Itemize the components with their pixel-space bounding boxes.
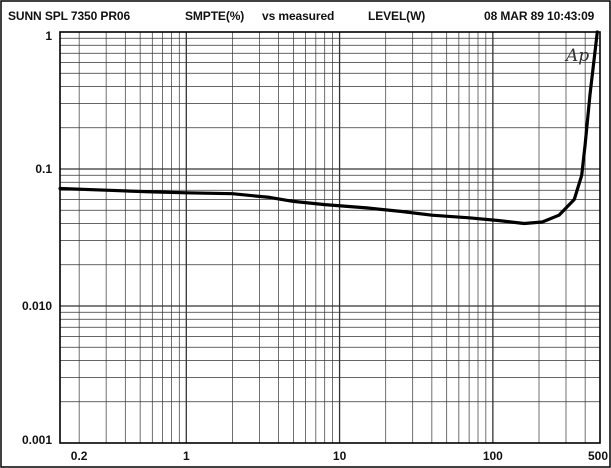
chart-header: SUNN SPL 7350 PR06 SMPTE(%) vs measured … (0, 0, 611, 30)
x-tick-label: 100 (483, 449, 503, 463)
y-tick-label: 0.010 (22, 299, 52, 313)
x-tick-label: 1 (183, 449, 190, 463)
y-tick-label: 0.001 (22, 433, 52, 447)
curve-layer (58, 30, 599, 226)
y-tick-label: 0.1 (35, 162, 52, 176)
timestamp: 08 MAR 89 10:43:09 (484, 9, 595, 23)
x-tick-label: 0.2 (71, 449, 88, 463)
tick-labels: 0.2 1 10 100 500 1 0.1 0.010 0.001 (22, 29, 608, 463)
measurement-label: SMPTE(%) (185, 9, 245, 23)
x-tick-label: 10 (333, 449, 347, 463)
plot-frame (59, 31, 601, 444)
major-grid (60, 32, 600, 443)
ap-logo: Ap (564, 46, 589, 66)
device-title: SUNN SPL 7350 PR06 (8, 9, 131, 23)
versus-label: vs measured (262, 9, 335, 23)
x-tick-label: 500 (588, 449, 608, 463)
level-label: LEVEL(W) (368, 9, 426, 23)
y-tick-label: 1 (45, 29, 52, 43)
minor-grid (60, 32, 600, 443)
